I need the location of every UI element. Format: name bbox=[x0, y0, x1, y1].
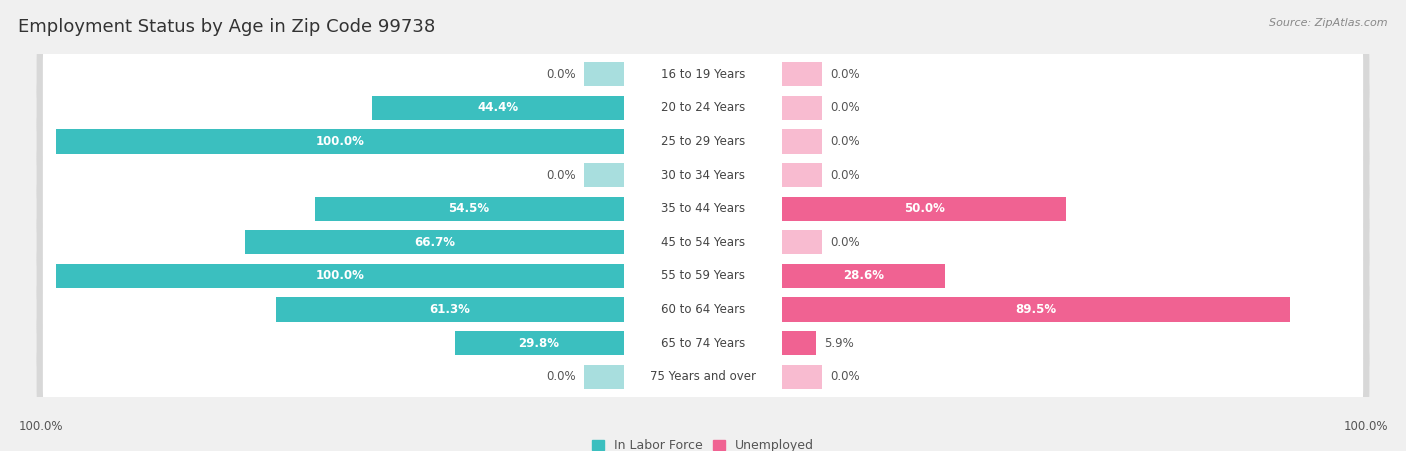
FancyBboxPatch shape bbox=[624, 154, 782, 197]
Bar bbox=[782, 96, 823, 120]
FancyBboxPatch shape bbox=[624, 254, 782, 297]
FancyBboxPatch shape bbox=[37, 277, 1369, 342]
Text: 44.4%: 44.4% bbox=[477, 101, 519, 115]
Bar bbox=[782, 230, 823, 254]
Bar bbox=[583, 62, 624, 87]
FancyBboxPatch shape bbox=[37, 311, 1369, 375]
FancyBboxPatch shape bbox=[37, 210, 1369, 275]
Text: 0.0%: 0.0% bbox=[831, 101, 860, 115]
FancyBboxPatch shape bbox=[37, 143, 1369, 207]
Bar bbox=[56, 264, 624, 288]
FancyBboxPatch shape bbox=[624, 120, 782, 163]
Text: 55 to 59 Years: 55 to 59 Years bbox=[661, 269, 745, 282]
Bar bbox=[276, 297, 624, 322]
FancyBboxPatch shape bbox=[42, 282, 1364, 337]
FancyBboxPatch shape bbox=[42, 181, 1364, 236]
Bar bbox=[782, 62, 823, 87]
FancyBboxPatch shape bbox=[42, 147, 1364, 202]
Text: 50.0%: 50.0% bbox=[904, 202, 945, 215]
Text: 0.0%: 0.0% bbox=[546, 68, 575, 81]
Text: Employment Status by Age in Zip Code 99738: Employment Status by Age in Zip Code 997… bbox=[18, 18, 436, 36]
Bar bbox=[782, 197, 1066, 221]
Text: 0.0%: 0.0% bbox=[831, 169, 860, 182]
FancyBboxPatch shape bbox=[624, 288, 782, 331]
FancyBboxPatch shape bbox=[42, 47, 1364, 102]
Text: 54.5%: 54.5% bbox=[449, 202, 489, 215]
FancyBboxPatch shape bbox=[624, 53, 782, 96]
FancyBboxPatch shape bbox=[624, 221, 782, 264]
FancyBboxPatch shape bbox=[42, 80, 1364, 135]
Bar bbox=[245, 230, 624, 254]
Text: 75 Years and over: 75 Years and over bbox=[650, 370, 756, 383]
Text: 29.8%: 29.8% bbox=[519, 336, 560, 350]
FancyBboxPatch shape bbox=[37, 176, 1369, 241]
Bar bbox=[583, 163, 624, 187]
Text: 66.7%: 66.7% bbox=[413, 236, 456, 249]
Bar bbox=[782, 129, 823, 154]
Text: 100.0%: 100.0% bbox=[18, 420, 63, 433]
FancyBboxPatch shape bbox=[624, 355, 782, 398]
Bar bbox=[56, 129, 624, 154]
Text: 35 to 44 Years: 35 to 44 Years bbox=[661, 202, 745, 215]
FancyBboxPatch shape bbox=[624, 87, 782, 129]
Text: 45 to 54 Years: 45 to 54 Years bbox=[661, 236, 745, 249]
FancyBboxPatch shape bbox=[624, 322, 782, 364]
Text: Source: ZipAtlas.com: Source: ZipAtlas.com bbox=[1270, 18, 1388, 28]
Text: 5.9%: 5.9% bbox=[824, 336, 853, 350]
FancyBboxPatch shape bbox=[42, 316, 1364, 371]
Bar bbox=[315, 197, 624, 221]
Bar bbox=[782, 331, 815, 355]
Bar bbox=[454, 331, 624, 355]
Bar bbox=[782, 264, 945, 288]
Bar bbox=[782, 163, 823, 187]
Text: 61.3%: 61.3% bbox=[429, 303, 470, 316]
FancyBboxPatch shape bbox=[37, 109, 1369, 174]
FancyBboxPatch shape bbox=[37, 42, 1369, 106]
FancyBboxPatch shape bbox=[42, 349, 1364, 404]
Bar bbox=[371, 96, 624, 120]
Text: 0.0%: 0.0% bbox=[831, 68, 860, 81]
Text: 0.0%: 0.0% bbox=[831, 370, 860, 383]
Text: 100.0%: 100.0% bbox=[315, 269, 364, 282]
FancyBboxPatch shape bbox=[37, 244, 1369, 308]
Text: 0.0%: 0.0% bbox=[546, 169, 575, 182]
Bar bbox=[583, 364, 624, 389]
Text: 16 to 19 Years: 16 to 19 Years bbox=[661, 68, 745, 81]
Bar bbox=[782, 297, 1289, 322]
FancyBboxPatch shape bbox=[37, 345, 1369, 409]
Legend: In Labor Force, Unemployed: In Labor Force, Unemployed bbox=[592, 439, 814, 451]
FancyBboxPatch shape bbox=[624, 187, 782, 230]
Text: 60 to 64 Years: 60 to 64 Years bbox=[661, 303, 745, 316]
Text: 65 to 74 Years: 65 to 74 Years bbox=[661, 336, 745, 350]
FancyBboxPatch shape bbox=[42, 249, 1364, 304]
Bar bbox=[782, 364, 823, 389]
Text: 28.6%: 28.6% bbox=[844, 269, 884, 282]
Text: 20 to 24 Years: 20 to 24 Years bbox=[661, 101, 745, 115]
Text: 30 to 34 Years: 30 to 34 Years bbox=[661, 169, 745, 182]
FancyBboxPatch shape bbox=[42, 215, 1364, 270]
Text: 100.0%: 100.0% bbox=[1343, 420, 1388, 433]
Text: 100.0%: 100.0% bbox=[315, 135, 364, 148]
FancyBboxPatch shape bbox=[42, 114, 1364, 169]
Text: 89.5%: 89.5% bbox=[1015, 303, 1057, 316]
Text: 0.0%: 0.0% bbox=[831, 135, 860, 148]
Text: 0.0%: 0.0% bbox=[831, 236, 860, 249]
Text: 0.0%: 0.0% bbox=[546, 370, 575, 383]
FancyBboxPatch shape bbox=[37, 76, 1369, 140]
Text: 25 to 29 Years: 25 to 29 Years bbox=[661, 135, 745, 148]
